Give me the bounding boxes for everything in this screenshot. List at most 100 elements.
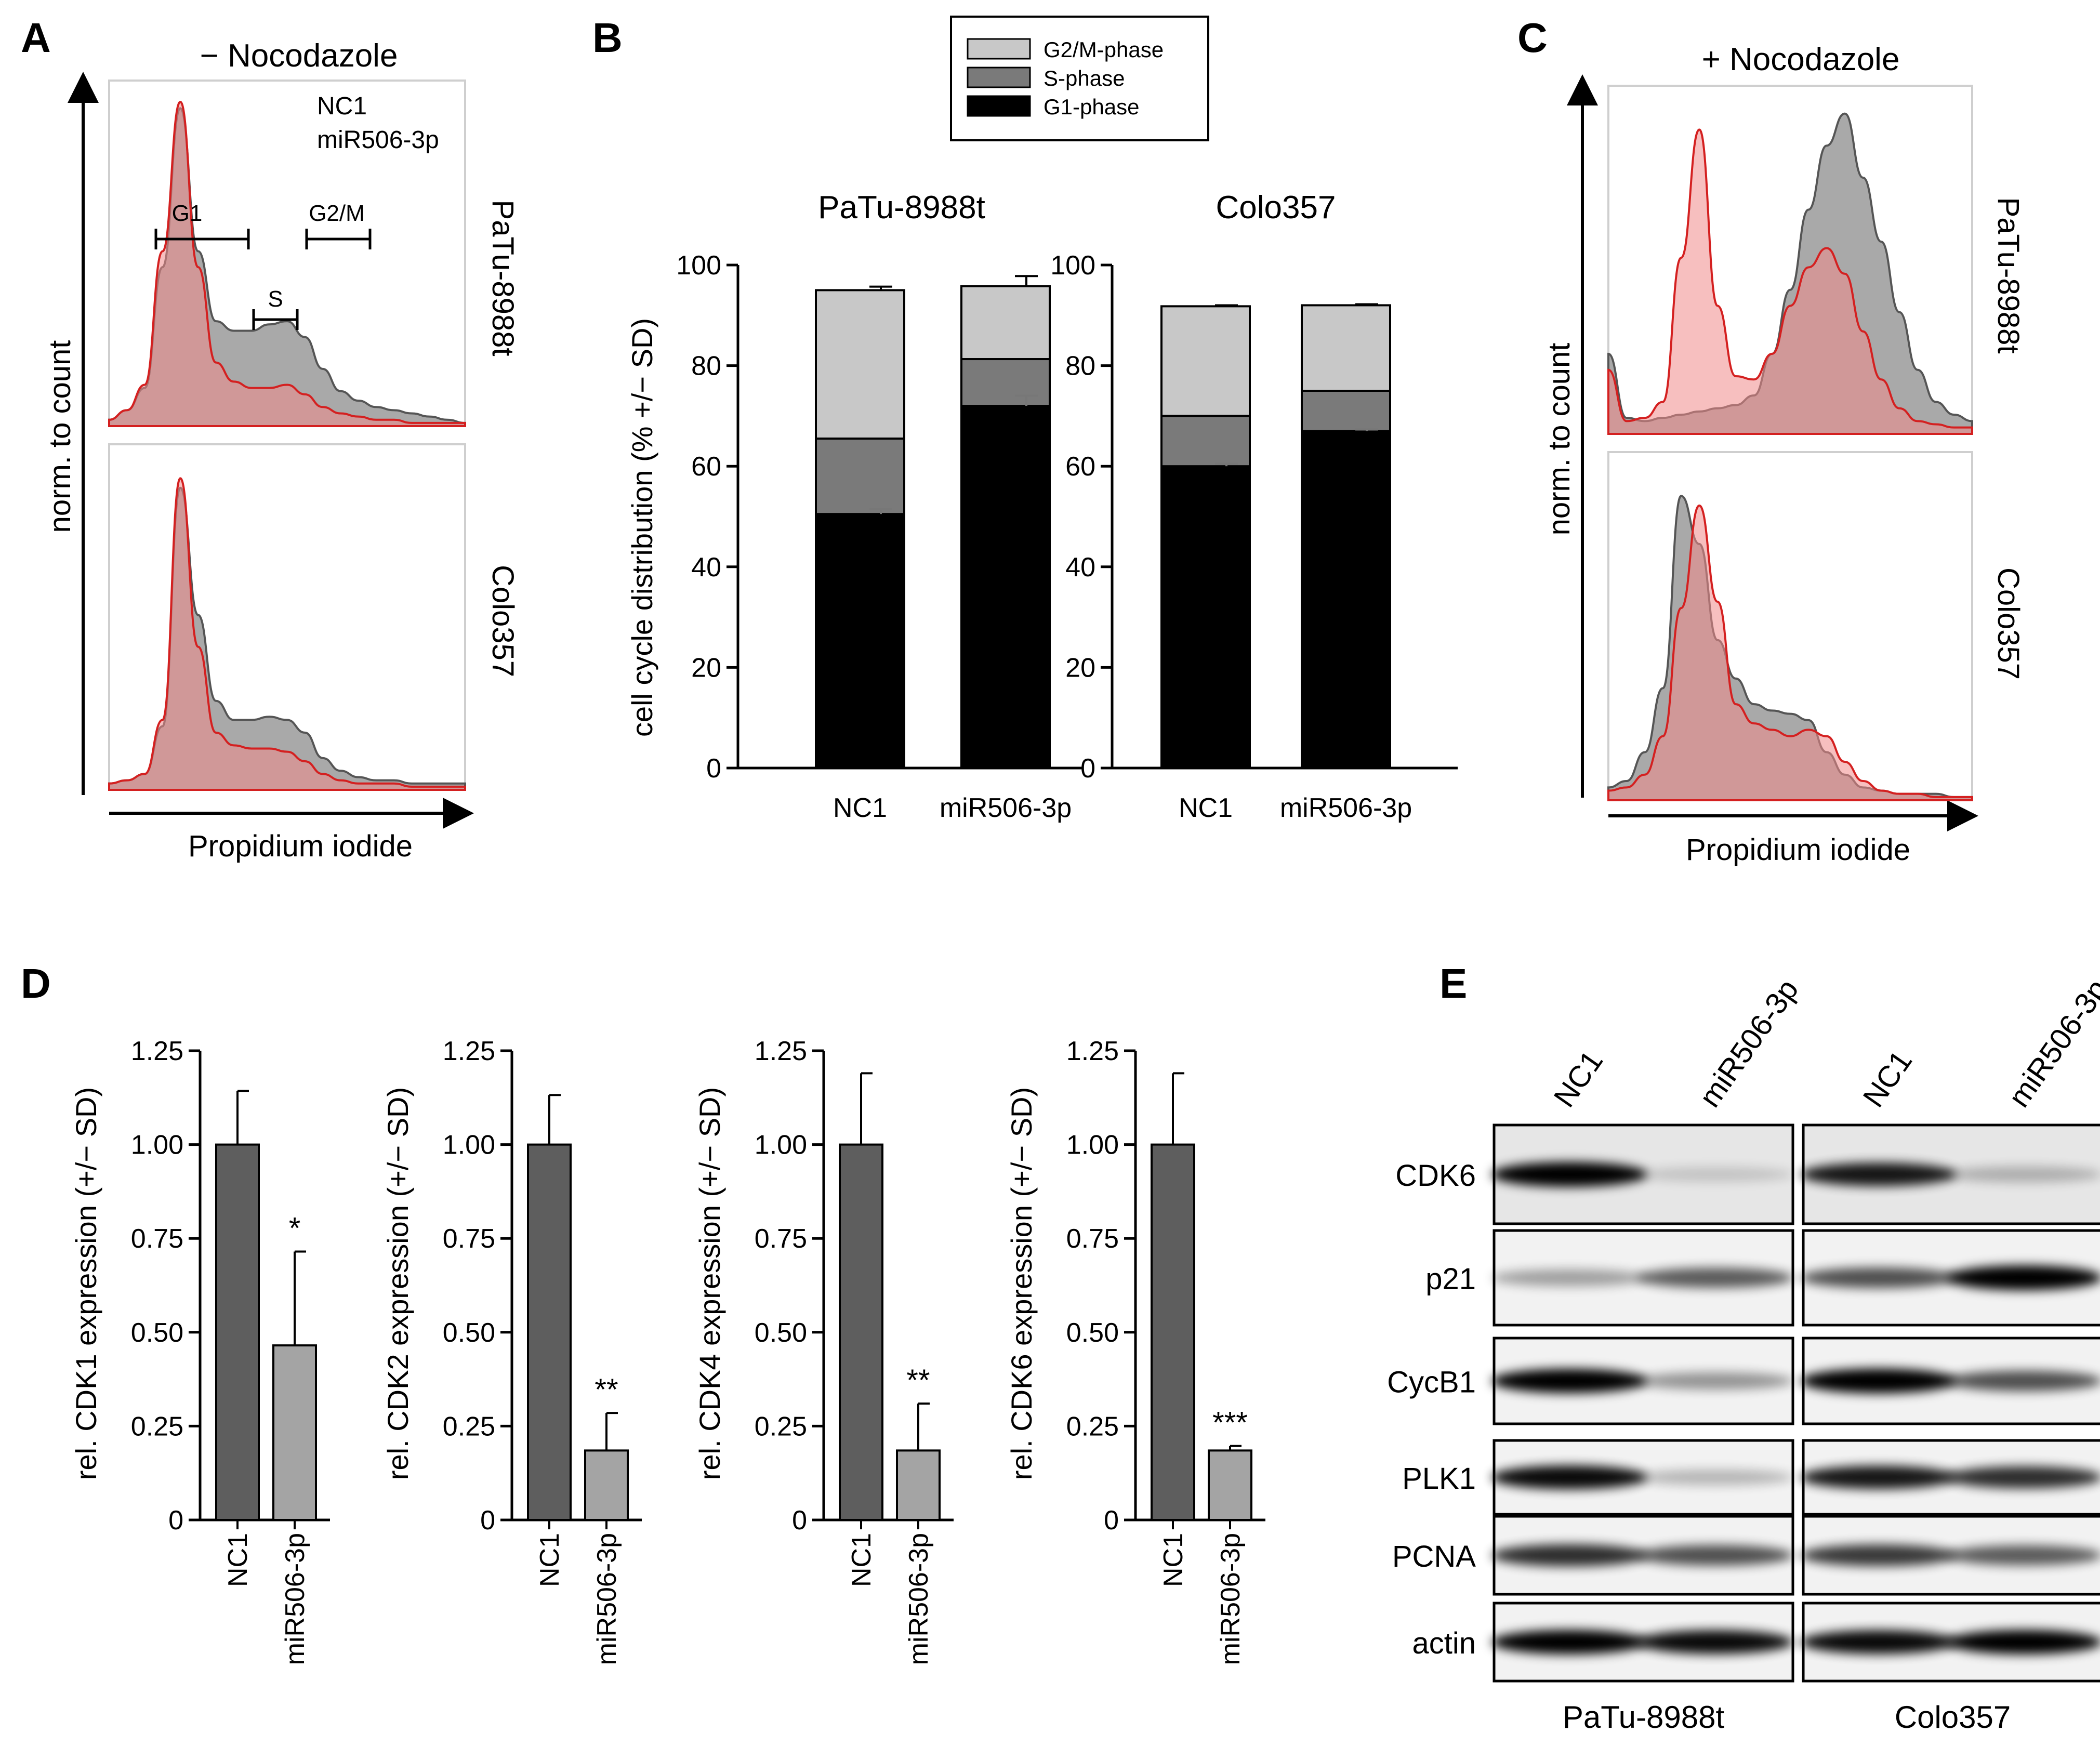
gate-g2m: G2/M [305, 201, 372, 249]
panel-e-cell-line-0: PaTu-8988t [1563, 1700, 1725, 1735]
panel-d-ytick-label-2-5: 1.25 [755, 1036, 807, 1066]
panel-b-bar-g2m-0-1 [960, 285, 1051, 361]
panel-d-ytick-label-1-3: 0.75 [443, 1224, 495, 1254]
panel-d-category-1-1: miR506-3p [592, 1533, 622, 1665]
panel-d-ytick-label-3-0: 0 [1104, 1505, 1119, 1536]
panel-d-category-2-1: miR506-3p [904, 1533, 934, 1665]
panel-d-ytick-label-1-4: 1.00 [443, 1130, 495, 1160]
panel-e-band-0-1-1 [1637, 1267, 1793, 1288]
panel-e-band-0-2-1 [1637, 1372, 1793, 1390]
legend-swatch-g2m [967, 38, 1031, 60]
panel-letter-b: B [592, 15, 623, 61]
panel-e-lane-label-0-1: miR506-3p [1693, 973, 1805, 1114]
legend-swatch-s [967, 67, 1031, 88]
panel-c-row-label-patu: PaTu-8988t [1991, 197, 2025, 354]
panel-a-histograms: − Nocodazole Propidium iodide norm. to c… [43, 38, 520, 863]
panel-letter-c: C [1517, 15, 1548, 61]
panel-e-band-1-1-0 [1801, 1267, 1957, 1288]
panel-d-ytick-label-0-3: 0.75 [131, 1224, 183, 1254]
panel-a-ylabel: norm. to count [43, 340, 77, 533]
legend-label-g2m: G2/M-phase [1044, 37, 1164, 62]
panel-b-ytick-label-1-5: 100 [1050, 250, 1095, 281]
panel-b-ytick-label-1-1: 20 [1065, 653, 1095, 683]
panel-a-row-label-colo: Colo357 [486, 565, 520, 677]
panel-d-bar-2-0 [839, 1143, 883, 1522]
panel-e-protein-label-4: PCNA [1392, 1540, 1476, 1573]
panel-e-band-0-5-1 [1637, 1630, 1793, 1654]
panel-b-ytick-label-0-0: 0 [706, 753, 721, 784]
panel-d-ytick-label-2-3: 0.75 [755, 1224, 807, 1254]
panel-d-significance-3: *** [1212, 1406, 1248, 1440]
panel-d-bar-3-0 [1151, 1143, 1195, 1522]
panel-c-mir-histogram-1 [1607, 504, 1973, 801]
panel-e-protein-label-5: actin [1412, 1626, 1476, 1660]
gate-s: S [252, 286, 299, 330]
panel-d-significance-2: ** [906, 1364, 930, 1397]
panel-b-bar-s-0-1 [960, 358, 1051, 407]
panel-e-band-1-2-0 [1801, 1368, 1957, 1394]
panel-b-ytick-label-1-0: 0 [1080, 753, 1095, 784]
panel-b-subplot-title-1: Colo357 [1216, 190, 1336, 226]
panel-d-bar-2-1 [896, 1449, 941, 1521]
panel-e-band-1-0-1 [1946, 1166, 2100, 1183]
panel-d-category-2-0: NC1 [847, 1533, 877, 1587]
panel-b-ytick-label-0-3: 60 [691, 452, 721, 482]
panel-letter-d: D [21, 960, 51, 1007]
panel-b-bar-s-0-0 [815, 437, 905, 515]
panel-e-lane-label-1-0: NC1 [1856, 1044, 1919, 1113]
panel-d-ytick-label-1-0: 0 [480, 1505, 495, 1536]
panel-a-title: − Nocodazole [200, 38, 398, 74]
panel-a-legend-mir: miR506-3p [317, 126, 439, 154]
panel-e-band-1-3-0 [1801, 1465, 1957, 1489]
panel-b-stacked-bars: G2/M-phase S-phase G1-phase cell cycle d… [626, 16, 1458, 823]
panel-b-ytick-label-1-3: 60 [1065, 452, 1095, 482]
panel-d-ytick-label-2-4: 1.00 [755, 1130, 807, 1160]
panel-e-band-0-4-1 [1637, 1545, 1793, 1566]
panel-b-ylabel: cell cycle distribution (% +/− SD) [626, 318, 658, 737]
panel-e-band-0-0-1 [1637, 1167, 1793, 1182]
panel-e-band-1-4-0 [1801, 1544, 1957, 1566]
panel-d-ytick-label-1-5: 1.25 [443, 1036, 495, 1066]
panel-b-category-0-0: NC1 [833, 793, 887, 823]
panel-e-band-0-0-0 [1491, 1162, 1647, 1187]
gate-g2m-label: G2/M [309, 201, 365, 226]
panel-b-bar-g1-1-0 [1160, 465, 1251, 769]
panel-b-bar-s-1-0 [1160, 415, 1251, 468]
panel-c-ylabel: norm. to count [1542, 343, 1576, 536]
panel-e-lane-label-0-0: NC1 [1547, 1044, 1609, 1113]
panel-letter-a: A [21, 15, 51, 61]
panel-d-significance-0: * [289, 1211, 301, 1245]
panel-a-row-label-patu: PaTu-8988t [486, 200, 520, 356]
panel-a-mir-histogram-1 [108, 477, 466, 791]
panel-b-bar-g1-0-0 [815, 513, 905, 769]
panel-e-western-blots: PaTu-8988t NC1 miR506-3p CDK6 p21 CycB1 PLK1 PC… [1387, 973, 2100, 1735]
gate-g1: G1 [154, 201, 250, 249]
panel-d-category-1-0: NC1 [535, 1533, 565, 1587]
panel-d-ytick-label-3-5: 1.25 [1066, 1036, 1119, 1066]
panel-e-band-1-3-1 [1946, 1466, 2100, 1489]
panel-d-significance-1: ** [595, 1373, 618, 1407]
panel-b-ytick-label-0-1: 20 [691, 653, 721, 683]
panel-d-ytick-label-0-2: 0.50 [131, 1318, 183, 1348]
panel-c-title: + Nocodazole [1702, 42, 1900, 77]
panel-e-protein-label-0: CDK6 [1395, 1159, 1476, 1193]
panel-b-ytick-label-1-2: 40 [1065, 552, 1095, 583]
legend-label-s: S-phase [1044, 66, 1125, 90]
panel-d-bar-1-0 [527, 1143, 572, 1522]
panel-a-legend-nc1: NC1 [317, 92, 367, 120]
panel-b-category-1-0: NC1 [1179, 793, 1233, 823]
panel-a-mir-histogram-0 [108, 100, 466, 427]
gate-g1-label: G1 [172, 201, 203, 226]
gate-s-label: S [268, 286, 283, 312]
panel-d-category-3-0: NC1 [1158, 1533, 1188, 1587]
panel-e-band-0-5-0 [1491, 1630, 1647, 1655]
panel-b-bar-g2m-1-0 [1160, 305, 1251, 417]
panel-d-ytick-label-0-1: 0.25 [131, 1411, 183, 1441]
panel-c-xlabel: Propidium iodide [1686, 833, 1910, 867]
panel-e-band-0-4-0 [1491, 1544, 1647, 1567]
panel-b-category-1-1: miR506-3p [1280, 793, 1412, 823]
panel-d-category-0-1: miR506-3p [280, 1533, 310, 1665]
panel-d-ylabel-3: rel. CDK6 expression (+/− SD) [1005, 1087, 1038, 1480]
panel-d-bar-0-1 [272, 1344, 317, 1521]
panel-d-expression-bars: 0 0.25 0.50 0.75 1.00 1.25 rel. CDK1 expressio… [70, 1036, 1265, 1665]
